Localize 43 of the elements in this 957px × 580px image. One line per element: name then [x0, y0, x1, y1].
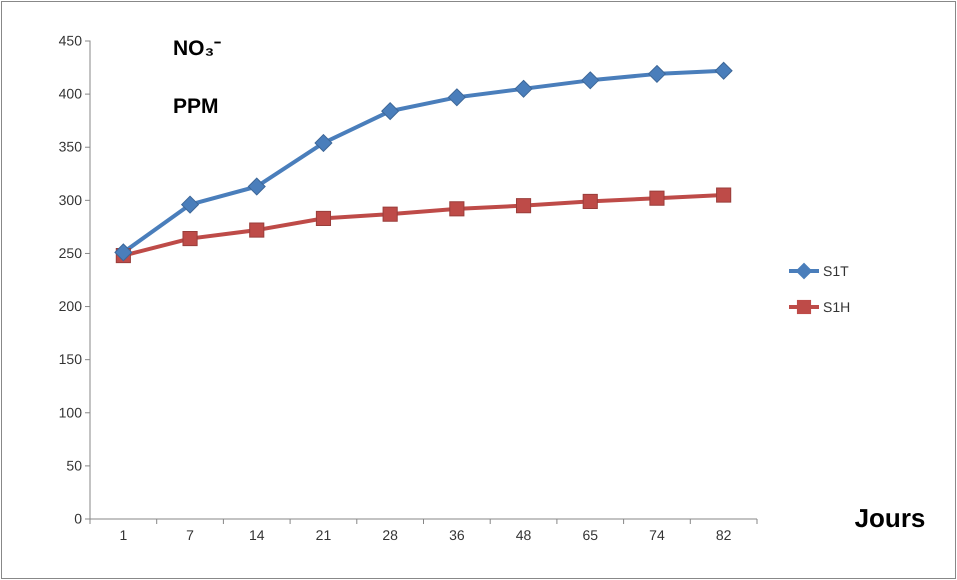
point	[581, 71, 600, 90]
point	[248, 178, 266, 196]
point	[316, 210, 332, 226]
y-tick-label: 250	[58, 244, 82, 261]
point	[182, 231, 198, 246]
point	[314, 134, 332, 152]
point	[249, 222, 264, 238]
y-tick-label: 100	[58, 404, 82, 420]
point	[648, 65, 666, 83]
text: NO₃⁻ PPM	[173, 37, 222, 118]
x-tick-label: 36	[449, 527, 465, 544]
point	[448, 88, 466, 106]
x-axis-title: Jours	[854, 503, 926, 533]
x-tick-label: 1	[119, 527, 128, 544]
x-tick-label: 21	[316, 527, 332, 544]
point	[514, 80, 532, 98]
point	[381, 102, 400, 120]
point	[714, 62, 733, 80]
x-tick-label: 48	[516, 527, 532, 544]
y-tick-label: 50	[66, 457, 82, 474]
y-tick-label: 300	[58, 192, 82, 208]
point	[649, 190, 665, 206]
y-tick-label: 400	[58, 86, 82, 102]
x-tick-label: 14	[248, 527, 265, 544]
point	[382, 206, 398, 222]
point	[716, 187, 732, 203]
x-tick-label: 82	[716, 527, 732, 544]
y-tick-label: 0	[74, 510, 82, 526]
point	[114, 243, 132, 262]
legend-label: S1H	[823, 299, 850, 315]
y-tick-label: 450	[58, 32, 82, 48]
point	[181, 196, 199, 214]
point	[582, 194, 598, 209]
point	[449, 201, 464, 216]
y-tick-label: 350	[58, 138, 82, 155]
x-tick-label: 65	[582, 527, 598, 544]
point	[516, 198, 532, 214]
y-tick-label: 200	[58, 298, 82, 314]
x-tick-label: 7	[186, 527, 194, 544]
x-tick-label: 74	[649, 527, 665, 544]
legend-label: S1T	[823, 263, 850, 279]
y-tick-label: 150	[58, 351, 82, 368]
x-tick-label: 28	[382, 527, 398, 544]
